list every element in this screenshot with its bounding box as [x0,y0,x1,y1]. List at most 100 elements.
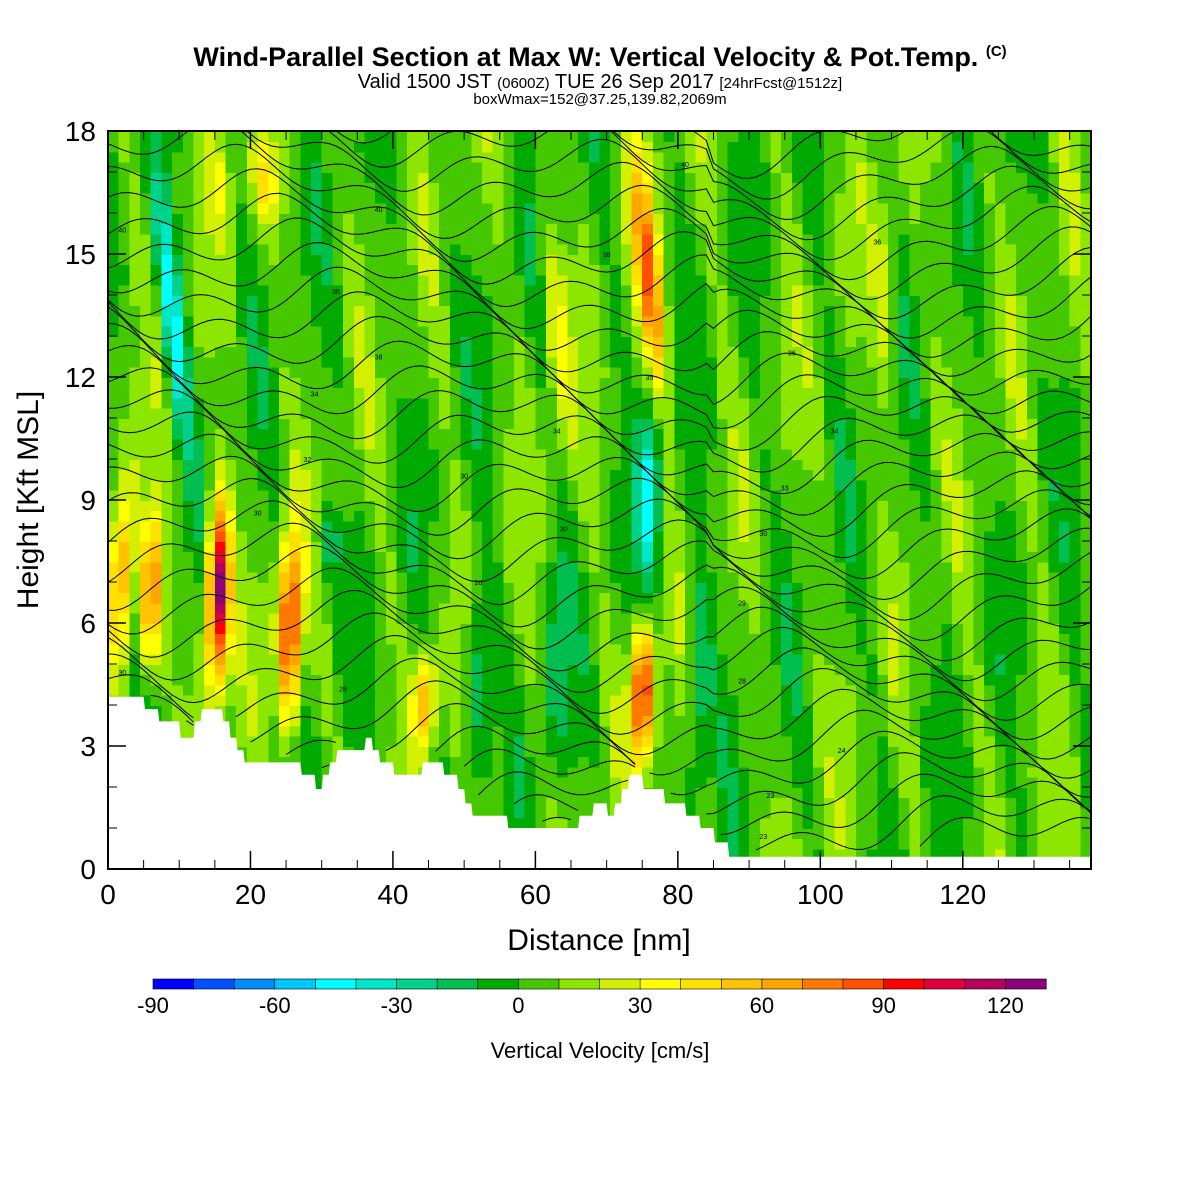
field-cell [279,612,291,624]
field-cell [225,264,237,276]
field-cell [246,438,259,450]
field-cell [385,387,398,399]
field-cell [503,582,515,594]
field-cell [546,746,558,758]
field-cell [182,715,195,727]
field-cell [118,131,131,143]
field-cell [823,746,836,758]
field-cell [749,571,761,583]
field-cell [781,633,793,645]
field-cell [161,295,173,307]
field-cell [150,366,163,378]
field-cell [407,141,419,153]
field-cell [225,571,237,583]
field-cell [717,828,729,840]
field-cell [214,305,227,317]
field-cell [129,582,141,594]
field-cell [610,797,622,809]
field-cell [214,346,227,358]
field-cell [727,131,740,143]
field-cell [620,715,633,727]
field-cell [813,694,825,706]
field-cell [482,438,494,450]
field-cell [749,664,761,676]
field-cell [407,694,419,706]
field-cell [845,653,857,665]
field-cell [268,541,280,553]
field-cell [674,756,686,768]
field-cell [759,172,772,184]
field-cell [514,366,526,378]
field-cell [246,469,259,481]
field-cell [706,479,718,491]
field-cell [738,387,750,399]
field-cell [311,705,323,717]
field-cell [695,438,708,450]
field-cell [674,582,686,594]
field-cell [364,715,376,727]
field-cell [204,305,216,317]
field-cell [289,243,302,255]
field-cell [236,520,248,532]
field-cell [823,510,836,522]
field-cell [471,428,483,440]
field-cell [727,223,740,235]
field-cell [289,131,302,143]
field-cell [652,530,665,542]
field-cell [524,756,537,768]
field-cell [257,459,270,471]
field-cell [279,161,291,173]
field-cell [492,725,505,737]
field-cell [449,202,462,214]
field-cell [150,377,163,389]
field-cell [727,520,740,532]
field-cell [620,284,633,296]
field-cell [813,479,825,491]
field-cell [802,766,814,778]
field-cell [108,254,120,266]
field-cell [375,715,387,727]
field-cell [695,397,708,409]
field-cell [321,561,334,573]
field-cell [631,602,644,614]
field-cell [417,182,430,194]
field-cell [279,653,291,665]
field-cell [129,571,141,583]
field-cell [567,254,579,266]
field-cell [343,305,355,317]
field-cell [311,746,323,758]
field-cell [674,469,686,481]
field-cell [727,807,740,819]
field-cell [802,664,814,676]
field-cell [813,305,825,317]
field-cell [663,602,676,614]
field-cell [738,602,750,614]
field-cell [150,161,163,173]
field-cell [674,530,686,542]
field-cell [802,243,814,255]
field-cell [685,438,697,450]
field-cell [546,387,558,399]
field-cell [663,346,676,358]
field-cell [407,418,419,430]
field-cell [749,243,761,255]
field-cell [749,356,761,368]
field-cell [791,295,804,307]
field-cell [781,510,793,522]
field-cell [834,725,847,737]
field-cell [449,172,462,184]
field-cell [385,418,398,430]
field-cell [823,131,836,143]
field-cell [781,838,793,850]
field-cell [172,438,184,450]
field-cell [417,295,430,307]
field-cell [246,315,259,327]
field-cell [396,254,408,266]
field-cell [610,520,622,532]
field-cell [150,469,163,481]
field-cell [268,202,280,214]
field-cell [289,141,302,153]
field-cell [268,612,280,624]
field-cell [759,551,772,563]
field-cell [727,530,740,542]
